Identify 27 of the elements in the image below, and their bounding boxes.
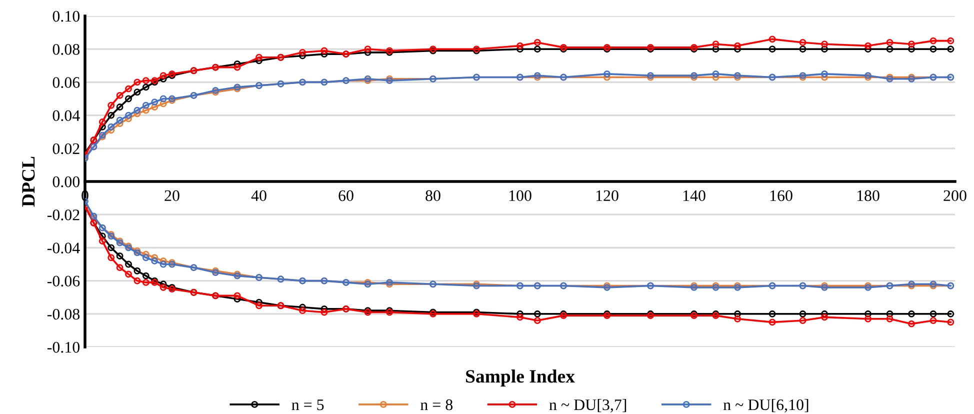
y-tick-label: -0.04 <box>47 242 80 254</box>
y-tick-label: 0.04 <box>52 110 80 122</box>
y-tick-label: 0.06 <box>52 77 80 88</box>
x-tick-label: 20 <box>164 190 180 202</box>
legend-label: n ~ DU[6,10] <box>723 398 808 412</box>
legend-label: n = 8 <box>420 399 453 410</box>
y-tick-label: 0.08 <box>52 44 80 55</box>
x-tick-label: 160 <box>770 190 792 202</box>
x-tick-label: 180 <box>857 190 880 202</box>
y-tick-label: -0.06 <box>47 276 80 287</box>
x-tick-label: 40 <box>251 190 266 202</box>
x-axis-title: Sample Index <box>466 370 575 386</box>
y-axis-title: DPCL <box>22 156 35 207</box>
y-tick-label: 0.10 <box>52 10 80 22</box>
y-tick-label: -0.02 <box>47 210 80 220</box>
y-tick-label: -0.08 <box>47 308 80 320</box>
x-tick-label: 100 <box>509 190 532 202</box>
x-tick-label: 200 <box>944 190 966 202</box>
y-tick-label: -0.10 <box>47 342 80 353</box>
y-tick-label: 0.00 <box>52 176 80 188</box>
x-tick-label: 80 <box>426 190 440 202</box>
legend-label: n ~ DU[3,7] <box>549 398 626 412</box>
x-tick-label: 60 <box>338 190 354 202</box>
legend-label: n = 5 <box>292 400 324 410</box>
y-tick-label: 0.02 <box>52 143 80 154</box>
x-tick-label: 140 <box>683 190 706 202</box>
x-tick-label: 120 <box>596 190 618 202</box>
